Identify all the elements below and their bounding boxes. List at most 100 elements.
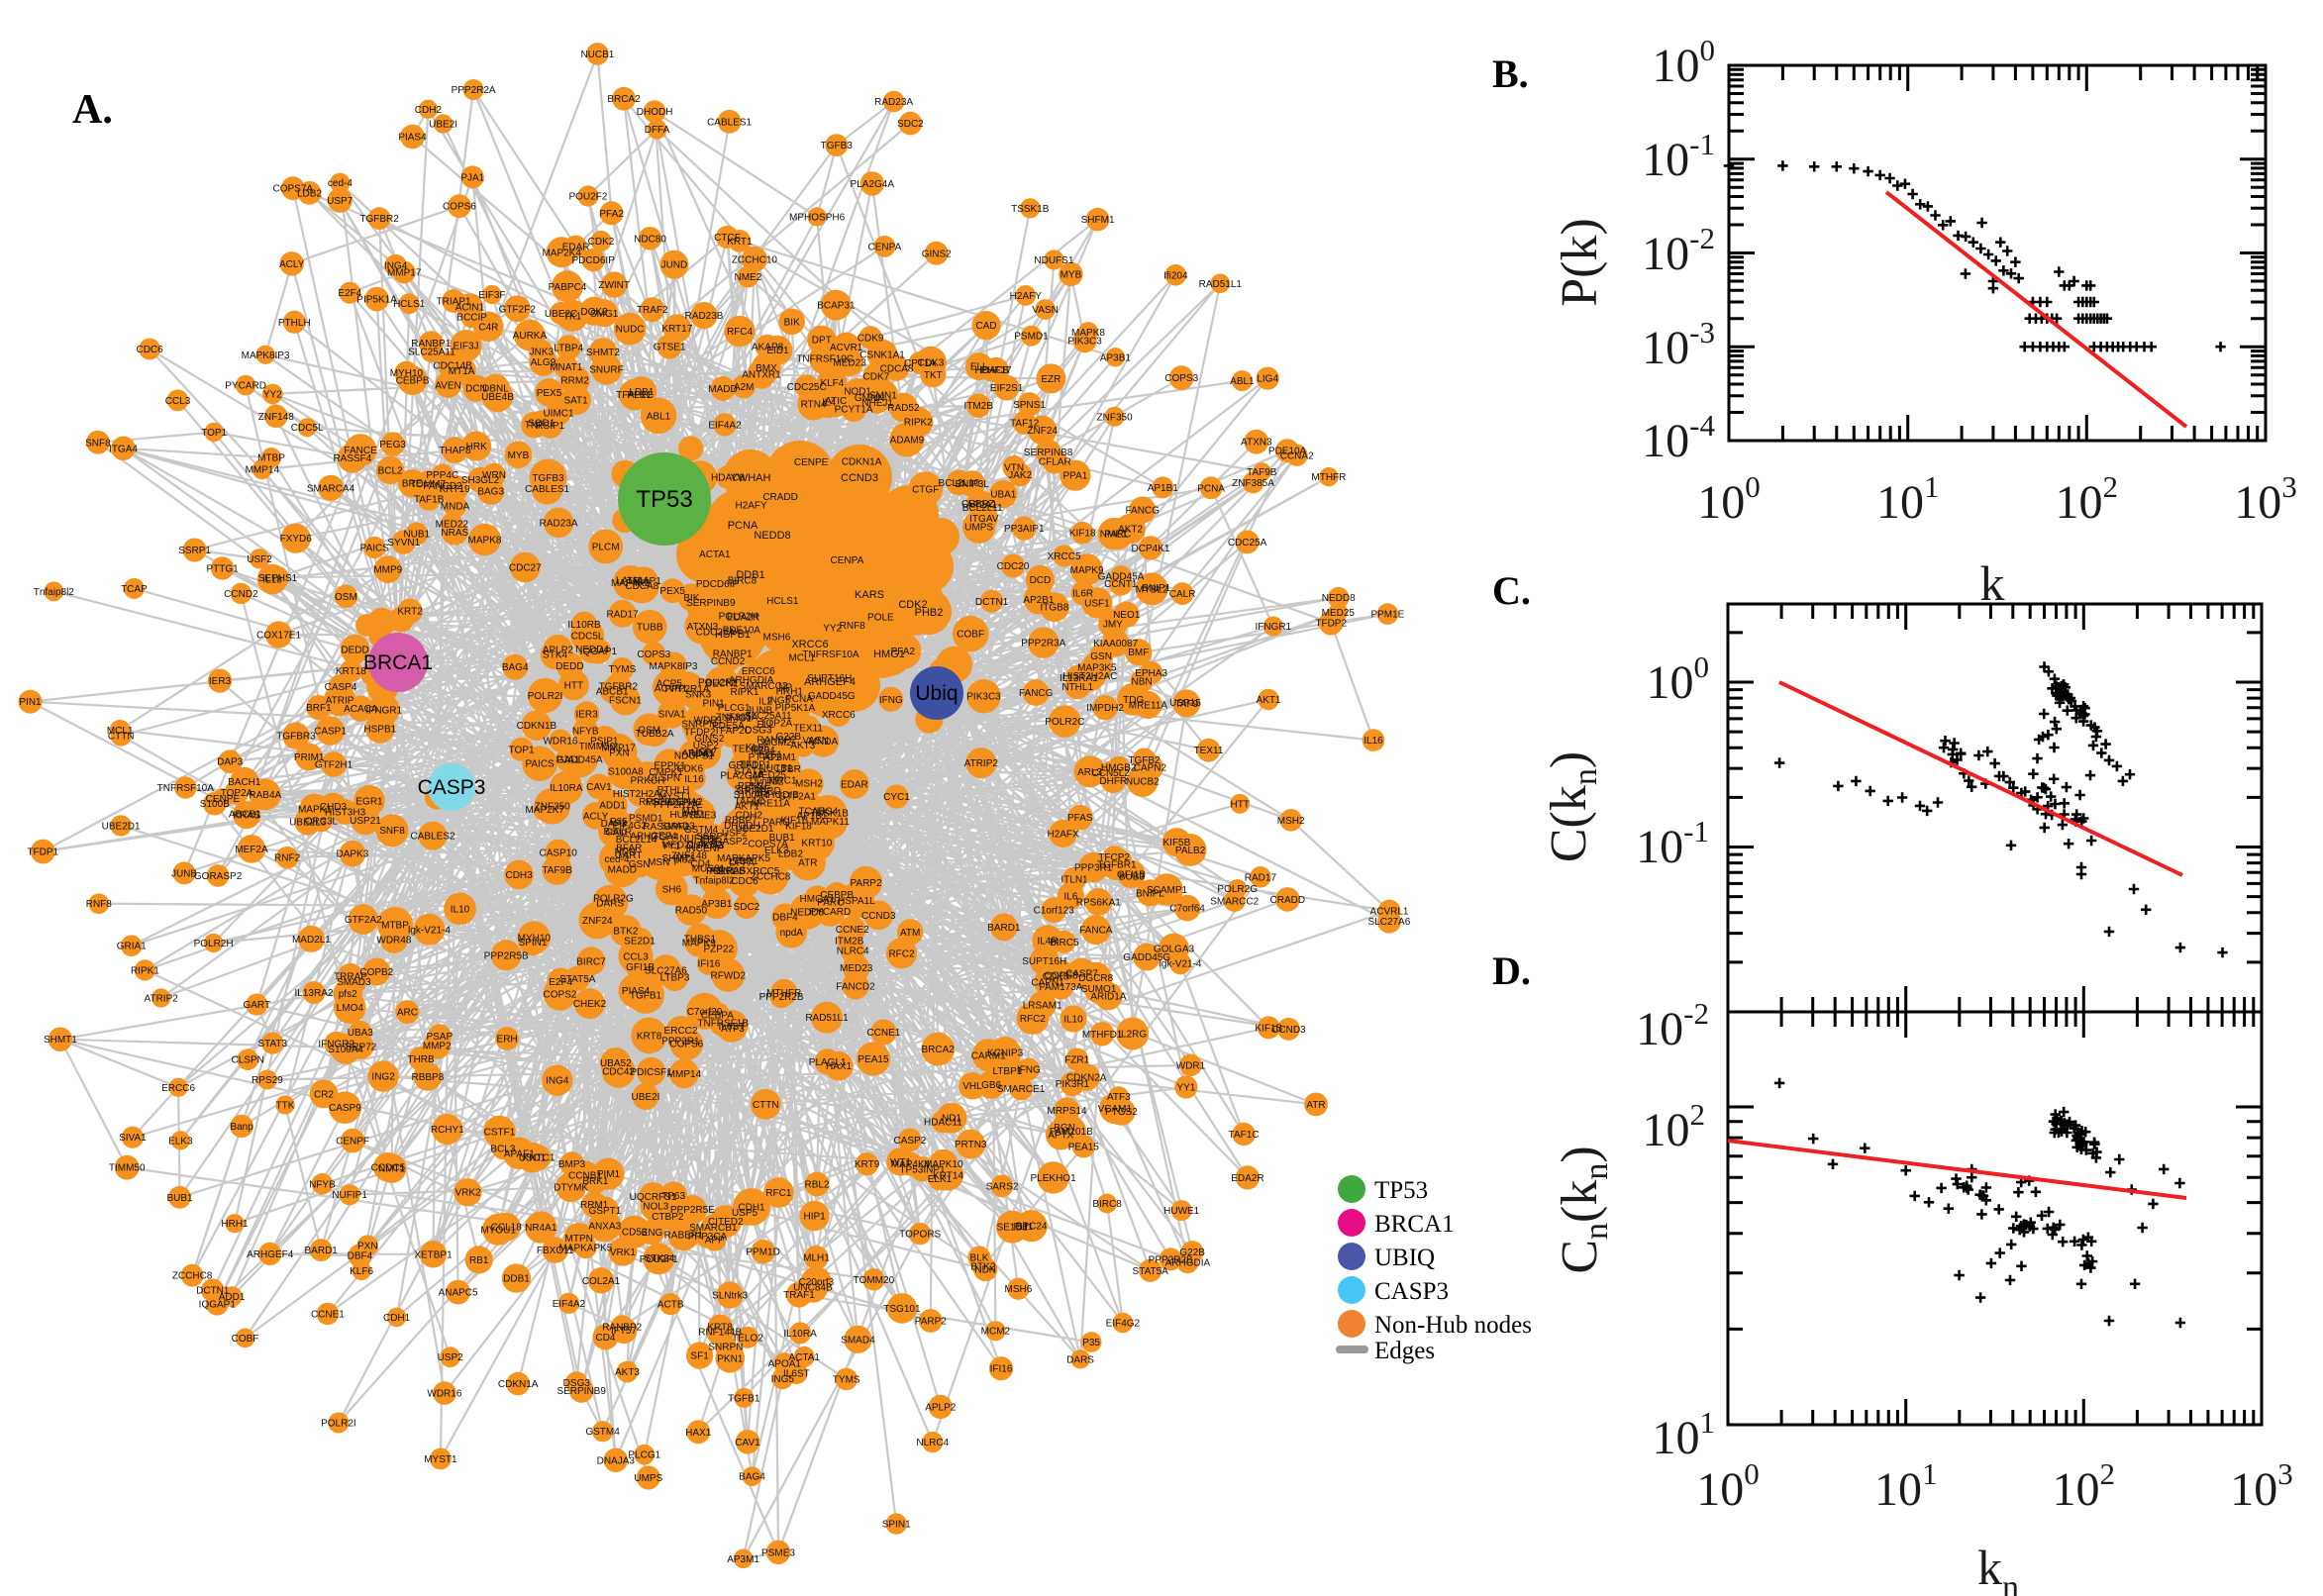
svg-text:ATIC: ATIC: [825, 396, 847, 407]
svg-text:AP1B1: AP1B1: [1148, 483, 1179, 494]
svg-text:MAPK10: MAPK10: [924, 1159, 963, 1170]
svg-text:UMPS: UMPS: [964, 523, 993, 534]
svg-text:EDAR: EDAR: [841, 780, 868, 791]
svg-text:EDA2R: EDA2R: [1231, 1173, 1263, 1184]
svg-text:FLI1: FLI1: [1013, 1222, 1033, 1233]
svg-text:PP3AIP1: PP3AIP1: [1004, 524, 1045, 535]
svg-text:C7orf20: C7orf20: [687, 1007, 723, 1018]
svg-text:BIRC5: BIRC5: [1050, 938, 1079, 948]
svg-text:IMPDH2: IMPDH2: [1086, 703, 1124, 714]
svg-text:HDAC8: HDAC8: [975, 365, 1009, 376]
svg-text:P35: P35: [610, 817, 628, 828]
svg-text:DHODH: DHODH: [724, 821, 760, 832]
svg-text:ITGA4: ITGA4: [651, 833, 679, 844]
svg-text:MYST1: MYST1: [424, 1454, 457, 1465]
svg-text:CAPN2: CAPN2: [1134, 763, 1167, 774]
svg-text:NEDD4: NEDD4: [575, 645, 609, 655]
svg-text:C.: C.: [1492, 568, 1531, 613]
svg-text:SMAD4: SMAD4: [841, 1335, 875, 1346]
svg-text:PTTG1: PTTG1: [206, 564, 239, 575]
svg-text:IFNGR1: IFNGR1: [1255, 622, 1291, 633]
svg-text:PEX5: PEX5: [537, 388, 562, 399]
svg-text:BARD1: BARD1: [305, 1246, 339, 1256]
svg-text:SLC25A11: SLC25A11: [745, 711, 792, 722]
svg-text:PPP2R2B: PPP2R2B: [759, 992, 804, 1003]
svg-text:HIST2H2AC: HIST2H2AC: [613, 789, 667, 800]
svg-text:SARS2: SARS2: [986, 1181, 1019, 1192]
svg-text:CEBPB: CEBPB: [396, 376, 430, 387]
svg-text:BRCA2: BRCA2: [922, 1045, 956, 1055]
svg-text:Edges: Edges: [1374, 1338, 1435, 1364]
svg-text:CITED2: CITED2: [708, 1217, 744, 1228]
svg-text:RFC2: RFC2: [1020, 1014, 1047, 1025]
svg-text:DARS: DARS: [596, 898, 624, 909]
svg-text:PIK3C3: PIK3C3: [1067, 337, 1102, 348]
svg-text:BCL2L11: BCL2L11: [962, 503, 1003, 514]
svg-text:BRK1: BRK1: [582, 1176, 609, 1187]
svg-text:DHODH: DHODH: [637, 107, 673, 118]
svg-text:GSN: GSN: [1090, 651, 1112, 662]
svg-text:SERPINB9: SERPINB9: [686, 598, 736, 609]
svg-text:SSRP1: SSRP1: [178, 546, 211, 556]
svg-text:NBN: NBN: [1132, 676, 1153, 687]
svg-text:SH6: SH6: [662, 885, 682, 896]
svg-text:PAICS: PAICS: [525, 759, 555, 770]
svg-text:PIAS4: PIAS4: [398, 133, 427, 144]
svg-text:FSCN1: FSCN1: [609, 696, 642, 707]
svg-text:EDA2R: EDA2R: [727, 612, 759, 623]
svg-text:HIST3H3: HIST3H3: [325, 808, 366, 819]
svg-text:ZNF385A: ZNF385A: [1232, 478, 1274, 489]
svg-text:RNF144B: RNF144B: [698, 1327, 742, 1338]
svg-text:TP53: TP53: [636, 486, 692, 513]
svg-text:DOK2: DOK2: [580, 307, 608, 318]
svg-text:RIPK1: RIPK1: [731, 687, 759, 698]
svg-text:WDR1: WDR1: [1176, 1060, 1206, 1071]
svg-text:GTF2H1: GTF2H1: [315, 760, 354, 771]
svg-text:ATR: ATR: [798, 858, 817, 869]
svg-text:DAPK3: DAPK3: [337, 849, 369, 860]
svg-text:AKAP8: AKAP8: [752, 343, 784, 353]
svg-text:RSIP1: RSIP1: [536, 421, 564, 432]
svg-text:USO1: USO1: [519, 1153, 547, 1164]
svg-text:HIST2H2AC: HIST2H2AC: [1062, 671, 1117, 682]
svg-text:IL10RA: IL10RA: [783, 1329, 817, 1340]
svg-text:TCAP: TCAP: [798, 806, 825, 817]
svg-text:PPP2R5E: PPP2R5E: [670, 1205, 715, 1216]
svg-text:PPP2R3A: PPP2R3A: [1021, 639, 1065, 649]
svg-text:RAD23A: RAD23A: [874, 97, 913, 108]
svg-text:JUNB: JUNB: [171, 868, 197, 879]
svg-text:NUFIP1: NUFIP1: [679, 834, 715, 845]
svg-text:pfs2: pfs2: [674, 855, 693, 866]
svg-text:Ubiq: Ubiq: [915, 682, 958, 705]
svg-text:GORASP2: GORASP2: [700, 837, 749, 848]
svg-text:GADD45A: GADD45A: [1098, 572, 1145, 583]
svg-text:BRCA2: BRCA2: [607, 94, 641, 105]
svg-text:COX17E1: COX17E1: [256, 631, 301, 642]
svg-text:CTBP2: CTBP2: [652, 1212, 684, 1223]
svg-text:PEA15: PEA15: [1068, 1142, 1100, 1152]
svg-text:AKT2: AKT2: [1118, 525, 1143, 536]
svg-text:ZWINT: ZWINT: [598, 280, 630, 291]
svg-text:MUS81: MUS81: [692, 864, 726, 875]
svg-text:TTK: TTK: [699, 836, 718, 847]
svg-text:NUCB1: NUCB1: [759, 763, 793, 774]
svg-text:APOA1: APOA1: [768, 1359, 802, 1370]
svg-text:WDR48: WDR48: [376, 935, 411, 946]
svg-text:RAD50: RAD50: [675, 906, 708, 917]
svg-text:TIMM50: TIMM50: [579, 742, 616, 752]
svg-text:IQGAP1: IQGAP1: [580, 647, 618, 657]
svg-text:KRT8: KRT8: [707, 1322, 733, 1333]
svg-text:KRT14: KRT14: [933, 1171, 963, 1182]
svg-text:HDAC8: HDAC8: [711, 473, 745, 484]
svg-text:MRC1: MRC1: [768, 776, 797, 787]
svg-text:A2M: A2M: [734, 382, 755, 393]
svg-text:SDC2: SDC2: [734, 902, 760, 913]
svg-text:PPA1: PPA1: [1062, 471, 1087, 482]
svg-text:PARC: PARC: [817, 898, 844, 909]
svg-text:CAD: CAD: [976, 321, 997, 332]
svg-text:PYCARD: PYCARD: [225, 381, 266, 392]
svg-text:EGR1: EGR1: [355, 796, 383, 807]
svg-text:ATRIP: ATRIP: [326, 696, 354, 707]
svg-text:AP2A1: AP2A1: [966, 500, 998, 511]
svg-text:ARL3: ARL3: [1077, 767, 1102, 778]
